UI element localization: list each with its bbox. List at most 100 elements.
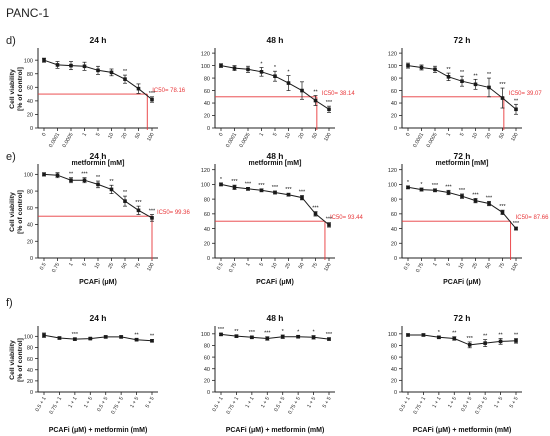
significance-mark: **: [150, 334, 155, 340]
y-tick-label: 20: [27, 379, 33, 385]
data-point: [136, 208, 141, 213]
ic50-label: IC50= 39.07: [509, 91, 543, 97]
y-tick-label: 120: [388, 168, 397, 174]
x-tick-label: 100: [323, 132, 333, 143]
data-point: [259, 188, 264, 193]
data-point: [96, 182, 100, 187]
significance-mark: **: [483, 334, 488, 340]
x-tick-label: 0.75: [228, 262, 238, 274]
chart-title: 72 h: [453, 313, 470, 323]
data-point: [55, 63, 60, 67]
data-point: [406, 185, 410, 190]
data-point: [82, 178, 87, 183]
x-tick-label: 1 + 5: [493, 396, 504, 409]
x-axis-label: PCAFi (μM) + metformin (mM): [226, 427, 325, 434]
data-point: [73, 337, 77, 341]
x-tick-label: 100: [146, 132, 156, 143]
x-axis-label: metformin [mM]: [436, 160, 489, 167]
x-tick-label: 0.75 + 1: [413, 396, 428, 415]
data-point: [123, 77, 127, 81]
data-point: [433, 188, 437, 193]
x-tick-label: 5: [459, 132, 466, 138]
series-line: [43, 334, 153, 342]
y-tick-label: 20: [391, 114, 397, 120]
y-tick-label: 100: [388, 332, 397, 338]
x-tick-label: 75: [134, 262, 142, 270]
x-tick-label: 0.75 + 1: [49, 396, 64, 415]
y-tick-label: 100: [388, 183, 397, 189]
y-tick-label: 20: [204, 114, 210, 120]
y-axis-label: [% of control]: [17, 67, 24, 111]
x-tick-label: 0.75 + 1: [226, 396, 241, 415]
significance-mark: **: [487, 72, 492, 78]
x-tick-label: 0.0001: [48, 132, 61, 149]
x-tick-label: 10: [94, 262, 102, 270]
x-tick-label: 0.0005: [426, 132, 439, 149]
x-tick-label: 0.75: [51, 262, 61, 274]
data-point: [234, 334, 239, 338]
significance-mark: ***: [264, 331, 271, 337]
series-line: [408, 334, 517, 346]
significance-mark: **: [473, 73, 478, 79]
data-point: [313, 98, 318, 103]
x-tick-label: 5 + 5: [322, 396, 333, 409]
y-tick-label: 60: [391, 89, 397, 95]
x-tick-label: 1 + 5: [447, 396, 458, 409]
x-tick-label: 0.0001: [412, 132, 425, 149]
data-point: [88, 336, 93, 341]
y-tick-label: 20: [204, 241, 210, 247]
data-point: [57, 336, 62, 340]
significance-mark: ***: [467, 336, 474, 342]
x-tick-label: 50: [298, 262, 306, 270]
chart-title: 48 h: [266, 151, 283, 161]
x-tick-label: 50: [311, 132, 319, 140]
significance-mark: **: [109, 179, 114, 185]
x-tick-label: 0.5 + 5: [460, 396, 473, 413]
y-tick-label: 40: [391, 227, 397, 233]
data-point: [327, 337, 331, 341]
x-tick-label: 10: [271, 262, 279, 270]
y-tick-label: 100: [24, 335, 33, 341]
x-tick-label: 0.5 + 1: [212, 396, 225, 413]
x-axis-label: metformin [mM]: [72, 160, 125, 167]
y-tick-label: 40: [204, 367, 210, 373]
data-point: [219, 63, 223, 68]
significance-mark: ***: [149, 91, 156, 97]
x-tick-label: 0.0005: [62, 132, 75, 149]
significance-mark: ***: [299, 189, 306, 195]
chart-e3: 72 h 0 20 40 60 80 100 120 0.5 0.75 1 5 10 25 50 75 100 P…: [388, 151, 549, 286]
data-point: [433, 67, 437, 72]
y-axis-label: [% of control]: [17, 190, 24, 234]
significance-mark: ***: [326, 217, 333, 223]
y-tick-label: 40: [204, 101, 210, 107]
ic50-label: IC50= 93.44: [330, 215, 364, 221]
x-tick-label: 75: [311, 262, 319, 270]
x-tick-label: 1 + 5: [83, 396, 94, 409]
y-tick-label: 120: [201, 168, 210, 174]
y-tick-label: 40: [391, 367, 397, 373]
x-tick-label: 0: [41, 132, 48, 138]
ic50-label: IC50= 78.16: [152, 88, 186, 94]
x-tick-label: 0.75 + 5: [110, 396, 125, 415]
x-axis-label: metformin [mM]: [249, 160, 302, 167]
data-point: [219, 182, 223, 187]
y-tick-label: 60: [27, 206, 33, 212]
x-tick-label: 1: [446, 132, 453, 138]
y-axis-label: [% of control]: [17, 338, 24, 382]
significance-mark: ***: [472, 192, 479, 198]
ic50-label: IC50= 38.14: [322, 91, 356, 97]
x-tick-label: 0: [218, 132, 225, 138]
y-tick-label: 60: [27, 86, 33, 92]
y-tick-label: 80: [27, 346, 33, 352]
x-tick-label: 10: [471, 132, 479, 140]
y-tick-label: 0: [207, 256, 210, 262]
chart-title: 24 h: [89, 151, 106, 161]
x-axis-label: PCAFi (μM) + metformin (mM): [413, 427, 512, 434]
x-tick-label: 100: [510, 262, 520, 273]
x-tick-label: 1 + 1: [432, 396, 443, 409]
y-tick-label: 100: [24, 173, 33, 179]
x-tick-label: 0.5 + 5: [273, 396, 286, 413]
x-tick-label: 1 + 1: [245, 396, 256, 409]
data-point: [327, 223, 331, 227]
